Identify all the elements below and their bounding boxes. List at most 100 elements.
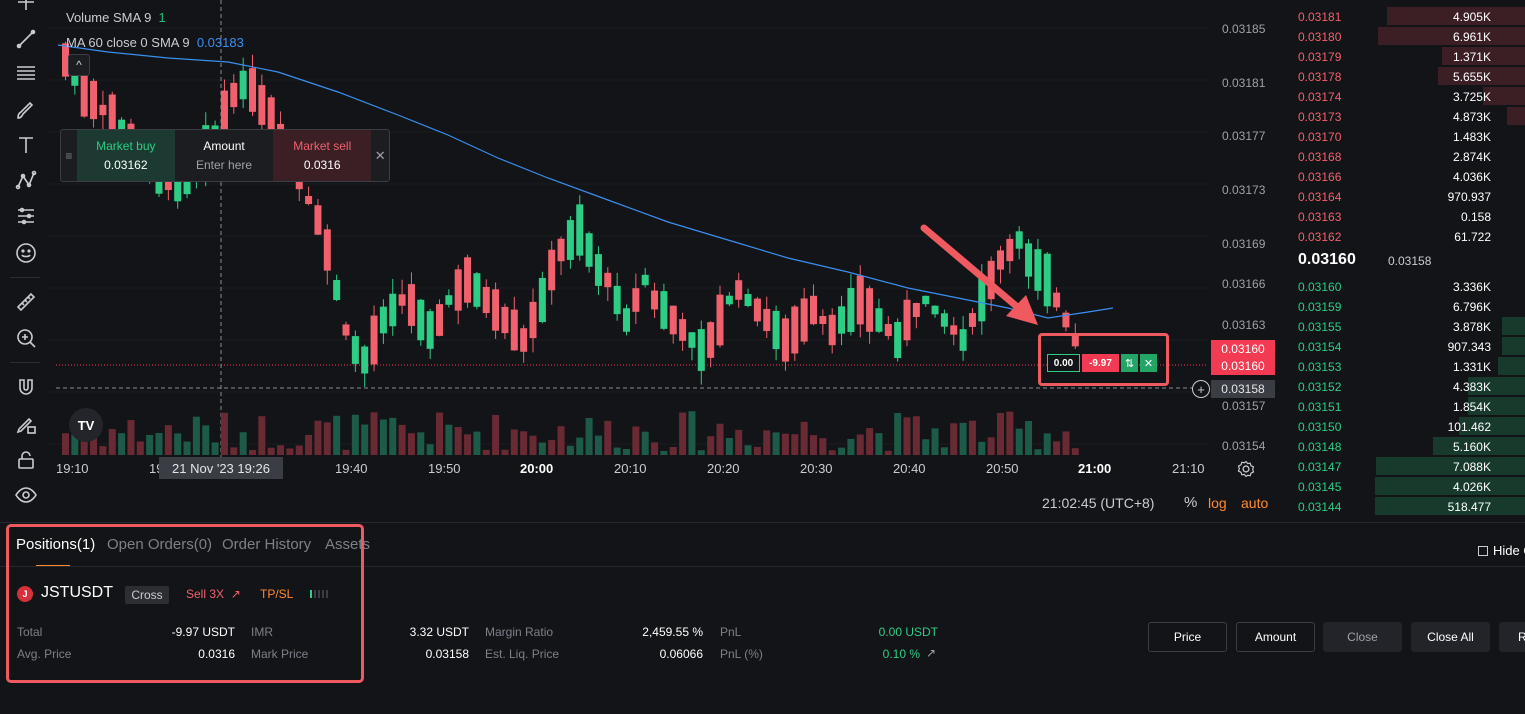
order-size: 5.160K — [1452, 440, 1491, 454]
ask-row[interactable]: 0.03180 6.961K — [1283, 26, 1525, 46]
candle-body — [725, 295, 733, 305]
bid-row[interactable]: 0.03144 518.477 — [1283, 496, 1525, 516]
volume-bar — [482, 449, 490, 455]
drag-handle-icon[interactable]: ≡ — [65, 148, 73, 163]
ask-row[interactable]: 0.03173 4.873K — [1283, 106, 1525, 126]
ask-row[interactable]: 0.03164 970.937 — [1283, 186, 1525, 206]
volume-bar — [90, 431, 98, 455]
percent-scale-toggle[interactable]: % — [1184, 494, 1198, 511]
bid-row[interactable]: 0.03159 6.796K — [1283, 296, 1525, 316]
ask-row[interactable]: 0.03179 1.371K — [1283, 46, 1525, 66]
candle-body — [903, 299, 911, 341]
candle-body — [735, 280, 743, 300]
market-sell-button[interactable]: Market sell 0.0316 — [273, 130, 372, 181]
ask-row[interactable]: 0.03170 1.483K — [1283, 126, 1525, 146]
volume-bar — [987, 437, 995, 455]
ask-row[interactable]: 0.03162 61.722 — [1283, 226, 1525, 246]
hide-other-checkbox[interactable]: Hide O — [1478, 543, 1525, 558]
candle-body — [1034, 249, 1042, 291]
candle-body — [669, 305, 677, 335]
position-side[interactable]: Sell 3X ↗ — [186, 587, 241, 601]
zoom-in-icon[interactable] — [12, 324, 40, 352]
ask-row[interactable]: 0.03166 4.036K — [1283, 166, 1525, 186]
checkbox-icon[interactable] — [1478, 545, 1488, 556]
close-by-price-input[interactable]: Price — [1148, 622, 1227, 652]
position-qty-tag[interactable]: 0.00 — [1047, 354, 1080, 372]
bid-row[interactable]: 0.03154 907.343 — [1283, 336, 1525, 356]
ask-row[interactable]: 0.03168 2.874K — [1283, 146, 1525, 166]
close-all-button[interactable]: Close All — [1411, 622, 1490, 652]
forecast-icon[interactable] — [12, 202, 40, 230]
ask-row[interactable]: 0.03181 4.905K — [1283, 6, 1525, 26]
depth-bar — [1459, 417, 1525, 435]
add-order-plus-icon[interactable]: + — [1192, 380, 1210, 398]
ask-row[interactable]: 0.03174 3.725K — [1283, 86, 1525, 106]
log-scale-toggle[interactable]: log — [1208, 495, 1227, 511]
candle-body — [1043, 253, 1051, 307]
ask-row[interactable]: 0.03178 5.655K — [1283, 66, 1525, 86]
collapse-legend-button[interactable]: ^ — [68, 54, 90, 76]
tab-positions[interactable]: Positions(1) — [16, 536, 96, 553]
volume-bar — [370, 412, 378, 455]
volume-bar — [847, 438, 855, 455]
tpsl-button[interactable]: TP/SL — [260, 587, 294, 601]
reverse-position-icon[interactable]: ⇅ — [1121, 354, 1138, 372]
bid-row[interactable]: 0.03152 4.383K — [1283, 376, 1525, 396]
tab-open-orders[interactable]: Open Orders(0) — [107, 536, 213, 553]
tradingview-logo[interactable]: TV — [69, 408, 103, 442]
bid-row[interactable]: 0.03160 3.336K — [1283, 276, 1525, 296]
bid-row[interactable]: 0.03145 4.026K — [1283, 476, 1525, 496]
volume-bar — [183, 441, 191, 455]
ruler-icon[interactable] — [12, 288, 40, 316]
close-button[interactable]: Close — [1323, 622, 1402, 652]
candle-body — [482, 286, 490, 314]
tab-order-history[interactable]: Order History — [222, 536, 312, 553]
edit-leverage-icon[interactable]: ↗ — [230, 587, 241, 601]
order-size: 518.477 — [1447, 500, 1491, 514]
reverse-button[interactable]: R — [1499, 622, 1525, 652]
close-amount-input[interactable]: Amount — [1236, 622, 1315, 652]
lock-icon[interactable] — [12, 446, 40, 474]
magnet-icon[interactable] — [12, 374, 40, 402]
pattern-icon[interactable] — [12, 167, 40, 195]
amount-placeholder: Enter here — [196, 158, 253, 172]
text-icon[interactable] — [12, 131, 40, 159]
volume-bar — [651, 442, 659, 455]
eye-icon[interactable] — [12, 481, 40, 509]
volume-bar — [267, 447, 275, 455]
candle-body — [1025, 243, 1033, 277]
amount-input[interactable]: Amount Enter here — [174, 130, 274, 181]
depth-bar — [1375, 477, 1525, 495]
brush-icon[interactable] — [12, 96, 40, 124]
market-buy-button[interactable]: Market buy 0.03162 — [76, 130, 175, 181]
share-icon[interactable]: ↗ — [926, 646, 937, 660]
position-symbol[interactable]: JSTUSDT — [41, 584, 113, 601]
bid-row[interactable]: 0.03151 1.854K — [1283, 396, 1525, 416]
bid-row[interactable]: 0.03150 101.462 — [1283, 416, 1525, 436]
lock-pencil-icon[interactable] — [12, 410, 40, 438]
trend-line-icon[interactable] — [12, 25, 40, 53]
bid-row[interactable]: 0.03147 7.088K — [1283, 456, 1525, 476]
depth-bar — [1468, 377, 1525, 395]
candle-body — [164, 179, 172, 191]
market-sell-price: 0.0316 — [303, 158, 341, 172]
horizontal-lines-icon[interactable] — [12, 59, 40, 87]
close-widget-icon[interactable]: ✕ — [374, 147, 386, 163]
bid-row[interactable]: 0.03153 1.331K — [1283, 356, 1525, 376]
tab-assets[interactable]: Assets — [325, 536, 371, 553]
position-pnl-tag[interactable]: -9.97 — [1082, 354, 1119, 372]
bid-row[interactable]: 0.03155 3.878K — [1283, 316, 1525, 336]
margin-mode-badge[interactable]: Cross — [125, 586, 169, 604]
candle-body — [99, 104, 107, 116]
auto-scale-toggle[interactable]: auto — [1241, 495, 1269, 511]
ask-row[interactable]: 0.03163 0.158 — [1283, 206, 1525, 226]
emoji-icon[interactable] — [12, 239, 40, 267]
gear-icon[interactable] — [1236, 459, 1256, 479]
chart-clock: 21:02:45 (UTC+8) — [1042, 495, 1155, 511]
cursor-icon[interactable] — [12, 0, 40, 16]
price-chart[interactable]: Volume SMA 9 1 MA 60 close 0 SMA 9 0.031… — [48, 0, 1280, 518]
volume-bar — [594, 435, 602, 455]
field-label: Margin Ratio — [485, 625, 554, 639]
bid-row[interactable]: 0.03148 5.160K — [1283, 436, 1525, 456]
close-position-icon[interactable]: ✕ — [1140, 354, 1157, 372]
